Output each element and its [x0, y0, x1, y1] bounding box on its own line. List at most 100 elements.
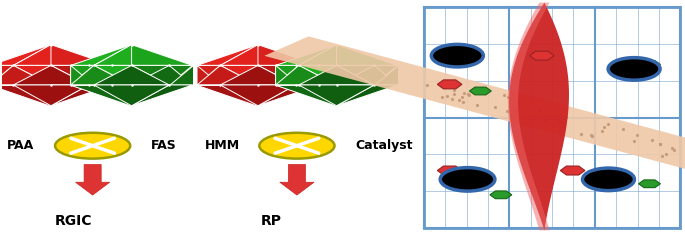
Polygon shape — [71, 85, 132, 106]
Polygon shape — [71, 65, 132, 85]
Polygon shape — [0, 65, 13, 85]
FancyArrow shape — [75, 164, 110, 195]
Polygon shape — [94, 85, 169, 106]
Polygon shape — [13, 45, 88, 65]
Polygon shape — [258, 45, 319, 65]
Polygon shape — [336, 85, 397, 106]
Polygon shape — [0, 85, 51, 106]
Polygon shape — [221, 85, 296, 106]
Polygon shape — [71, 45, 132, 65]
Polygon shape — [275, 65, 299, 85]
Bar — [424, 7, 680, 228]
Polygon shape — [51, 65, 112, 85]
Polygon shape — [132, 45, 192, 65]
Polygon shape — [490, 191, 512, 199]
Polygon shape — [0, 65, 13, 85]
Text: FAS: FAS — [151, 139, 177, 152]
Polygon shape — [296, 65, 319, 85]
Polygon shape — [275, 65, 299, 85]
Polygon shape — [437, 80, 462, 89]
Polygon shape — [88, 65, 112, 85]
Polygon shape — [51, 85, 112, 106]
Polygon shape — [71, 65, 94, 85]
Polygon shape — [374, 65, 397, 85]
Polygon shape — [197, 65, 258, 85]
Polygon shape — [336, 45, 397, 65]
Polygon shape — [275, 65, 336, 85]
Text: RGIC: RGIC — [55, 214, 92, 228]
Polygon shape — [221, 65, 296, 85]
Polygon shape — [469, 87, 491, 95]
Polygon shape — [275, 65, 336, 85]
Polygon shape — [275, 85, 336, 106]
Polygon shape — [71, 85, 132, 106]
Polygon shape — [132, 65, 192, 85]
Polygon shape — [275, 45, 336, 65]
Polygon shape — [258, 65, 319, 85]
Polygon shape — [336, 85, 397, 106]
Polygon shape — [299, 65, 374, 85]
Polygon shape — [299, 45, 374, 65]
Text: RP: RP — [261, 214, 282, 228]
Polygon shape — [509, 3, 569, 230]
Circle shape — [55, 133, 130, 159]
Polygon shape — [197, 65, 258, 85]
Polygon shape — [508, 3, 549, 230]
Polygon shape — [88, 65, 112, 85]
FancyArrow shape — [280, 164, 314, 195]
Polygon shape — [437, 166, 462, 175]
Ellipse shape — [432, 44, 484, 67]
Polygon shape — [530, 51, 554, 60]
Polygon shape — [132, 85, 192, 106]
Polygon shape — [197, 65, 221, 85]
Polygon shape — [13, 65, 88, 85]
Polygon shape — [132, 65, 192, 85]
Polygon shape — [299, 85, 374, 106]
Polygon shape — [197, 65, 221, 85]
Polygon shape — [197, 85, 258, 106]
Text: HMM: HMM — [204, 139, 240, 152]
Polygon shape — [0, 85, 51, 106]
Polygon shape — [264, 36, 685, 199]
Polygon shape — [275, 45, 336, 65]
Polygon shape — [258, 85, 319, 106]
Ellipse shape — [440, 168, 495, 191]
Ellipse shape — [608, 58, 660, 80]
Polygon shape — [0, 65, 51, 85]
Polygon shape — [296, 65, 319, 85]
Polygon shape — [0, 65, 51, 85]
Polygon shape — [13, 85, 88, 106]
Text: PAA: PAA — [8, 139, 34, 152]
Polygon shape — [71, 65, 132, 85]
Circle shape — [260, 133, 334, 159]
Polygon shape — [336, 65, 397, 85]
Polygon shape — [132, 85, 192, 106]
Polygon shape — [258, 85, 319, 106]
Polygon shape — [132, 45, 192, 65]
Polygon shape — [638, 61, 660, 68]
Polygon shape — [94, 65, 169, 85]
Polygon shape — [94, 65, 169, 85]
Ellipse shape — [582, 168, 634, 191]
Polygon shape — [13, 65, 88, 85]
Polygon shape — [275, 85, 336, 106]
Polygon shape — [374, 65, 397, 85]
Polygon shape — [0, 45, 51, 65]
Polygon shape — [197, 85, 258, 106]
Polygon shape — [71, 45, 132, 65]
Text: Catalyst: Catalyst — [356, 139, 413, 152]
Polygon shape — [51, 45, 112, 65]
Polygon shape — [299, 65, 374, 85]
Polygon shape — [197, 45, 258, 65]
Polygon shape — [94, 45, 169, 65]
Polygon shape — [51, 85, 112, 106]
Polygon shape — [638, 180, 660, 188]
Polygon shape — [197, 45, 258, 65]
Polygon shape — [336, 65, 397, 85]
Polygon shape — [221, 65, 296, 85]
Polygon shape — [169, 65, 192, 85]
Polygon shape — [169, 65, 192, 85]
Polygon shape — [0, 45, 51, 65]
Polygon shape — [258, 65, 319, 85]
Polygon shape — [560, 166, 585, 175]
